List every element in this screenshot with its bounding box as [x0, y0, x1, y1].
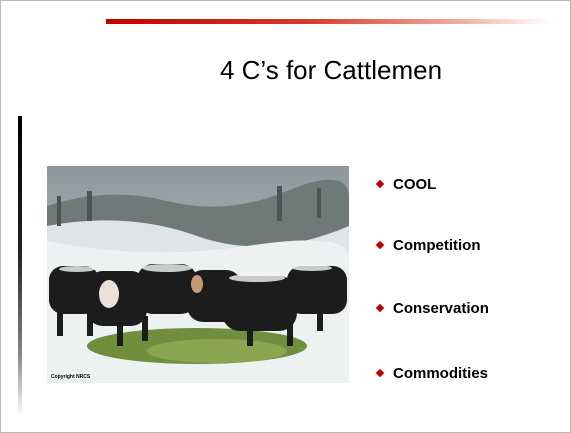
- bullet-text: Conservation: [393, 300, 489, 317]
- bullet-text: Commodities: [393, 365, 489, 382]
- image-caption: Copyright NRCS: [51, 374, 91, 380]
- accent-bar: [18, 116, 22, 416]
- bullet-marker: [375, 179, 385, 189]
- bullet-text: COOL: [393, 176, 437, 193]
- accent-line: [106, 19, 551, 24]
- cattle-photo: Copyright NRCS: [47, 166, 349, 383]
- slide-title: 4 C’s for Cattlemen: [219, 55, 443, 85]
- bullet-marker: [375, 240, 385, 250]
- bullet-marker: [375, 368, 385, 378]
- bullet-marker: [375, 303, 385, 313]
- bullet-text: Competition: [393, 237, 481, 254]
